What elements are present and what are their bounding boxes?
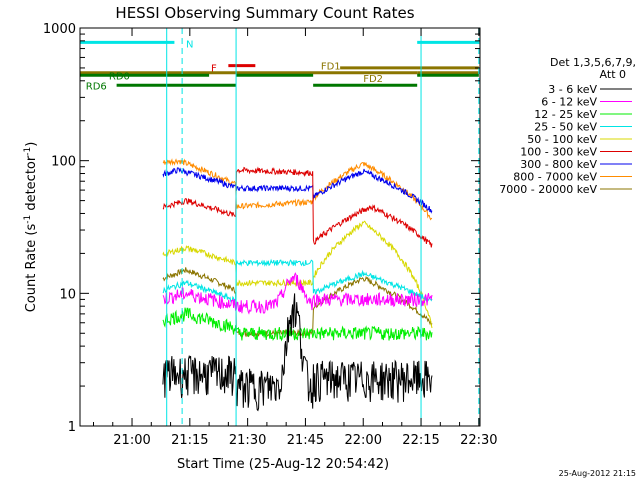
y-tick-label: 100 (51, 155, 76, 170)
x-tick-label: 22:15 (402, 433, 439, 448)
series-line-2 (162, 167, 433, 214)
plot-frame (79, 27, 481, 427)
y-label-part2: detector (24, 155, 39, 215)
legend-entry-label: 300 - 800 keV (520, 158, 597, 171)
x-axis: 21:00 21:15 21:30 21:45 22:00 22:15 22:30 (92, 28, 498, 448)
x-axis-label: Start Time (25-Aug-12 20:54:42) (177, 457, 389, 472)
chart-title: HESSI Observing Summary Count Rates (115, 4, 414, 22)
legend-entry-label: 3 - 6 keV (548, 83, 597, 96)
x-tick-label: 22:30 (460, 433, 497, 448)
legend-entry-label: 12 - 25 keV (534, 108, 597, 121)
series-line-7 (162, 272, 433, 315)
series-line-3 (162, 166, 433, 248)
flag-label-rd0: RD0 (109, 71, 130, 82)
x-tick-label: 21:15 (171, 433, 208, 448)
y-label-part1: Count Rate (s (24, 224, 39, 313)
flag-label-rd6: RD6 (86, 81, 107, 92)
legend-entry-label: 6 - 12 keV (541, 96, 597, 109)
timestamp: 25-Aug-2012 21:15 (559, 469, 636, 478)
flag-label-f: F (211, 64, 217, 75)
y-label-sup2: -1 (23, 147, 33, 156)
legend-entry-label: 25 - 50 keV (534, 121, 597, 134)
x-tick-label: 21:00 (113, 433, 150, 448)
x-tick-label: 21:45 (287, 433, 324, 448)
y-axis: 1 10 100 1000 (43, 22, 480, 435)
legend-header-detectors: Det 1,3,5,6,7,9, (550, 56, 636, 69)
series-line-0 (162, 267, 433, 338)
series-group (162, 158, 433, 412)
x-tick-label: 21:30 (229, 433, 266, 448)
series-line-6 (162, 307, 433, 342)
y-tick-label: 1 (68, 420, 76, 435)
y-label-sup1: -1 (23, 215, 33, 224)
series-line-1 (162, 158, 433, 221)
y-tick-label: 10 (59, 287, 76, 302)
flag-label-n: N (186, 39, 193, 50)
series-line-5 (162, 258, 433, 303)
y-axis-label: Count Rate (s-1 detector-1) (23, 142, 39, 313)
vertical-markers (166, 28, 480, 426)
legend-entry-label: 100 - 300 keV (520, 146, 597, 159)
legend-entry-label: 50 - 100 keV (527, 133, 597, 146)
x-tick-label: 22:00 (345, 433, 382, 448)
series-line-8 (162, 293, 433, 412)
y-label-part3: ) (24, 142, 39, 147)
flag-label-fd1: FD1 (321, 62, 341, 73)
legend-entry-label: 7000 - 20000 keV (499, 183, 597, 196)
legend-entry-label: 800 - 7000 keV (513, 171, 597, 184)
legend-header-attenuator: Att 0 (600, 68, 626, 81)
y-tick-label: 1000 (43, 22, 76, 37)
flag-label-fd2: FD2 (363, 74, 383, 85)
